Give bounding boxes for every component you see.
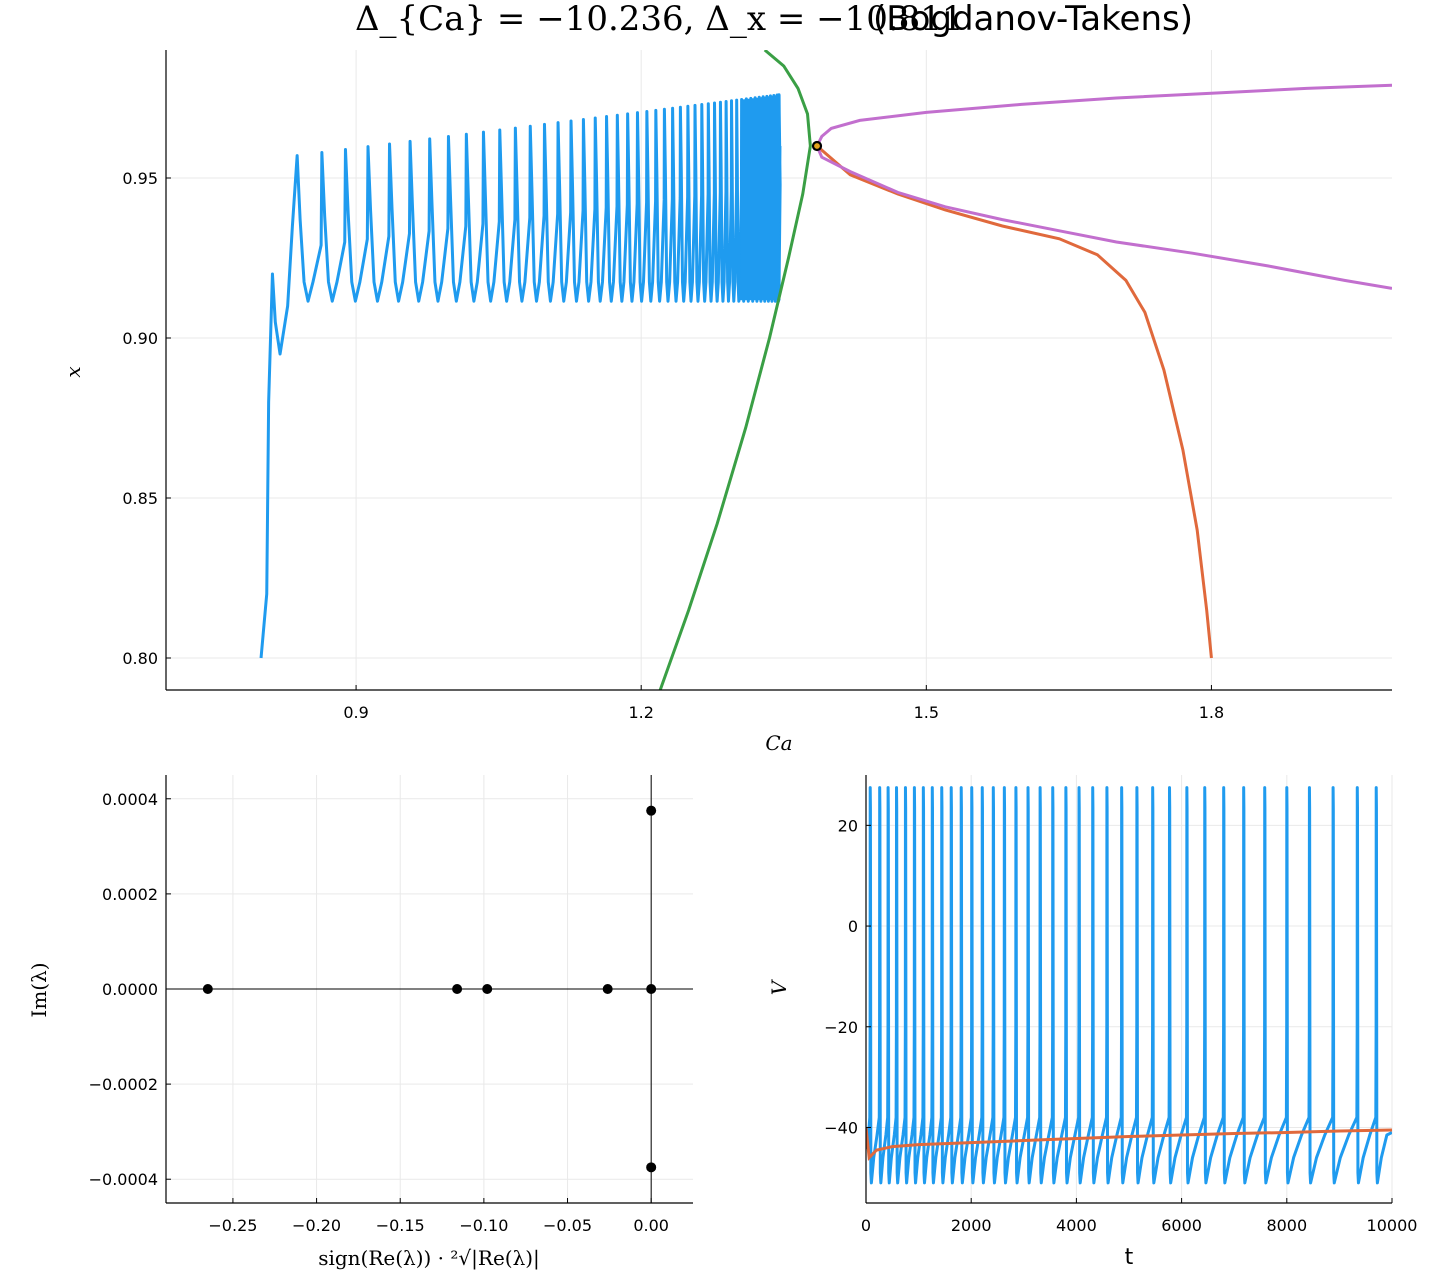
phase-plane-ytick-label: 0.90 [122, 329, 158, 348]
phase-plane-ytick-label: 0.95 [122, 169, 158, 188]
eigenvalue-point [602, 984, 613, 994]
voltage-ytick-label: 0 [848, 917, 858, 936]
eigenvalue-xtick-label: −0.05 [543, 1216, 592, 1235]
purple-lower-branch-line [815, 145, 1392, 290]
voltage-reference-line [866, 1127, 1392, 1162]
eigenvalue-point [646, 984, 657, 994]
eigenvalue-xtick-label: 0.00 [633, 1216, 669, 1235]
voltage-xtick-label: 8000 [1266, 1216, 1307, 1235]
voltage-xlabel: t [1125, 1245, 1134, 1270]
phase-plane-xtick-label: 1.2 [628, 703, 653, 722]
eigenvalue-point [482, 984, 493, 994]
eigenvalue-ytick-label: 0.0002 [102, 885, 158, 904]
eigenvalue-panel: −0.25 −0.20 −0.15 −0.10 −0.05 0.00 0.0004 0.000… [27, 775, 693, 1271]
voltage-panel: 0 2000 4000 6000 8000 10000 20 0 −20 −40 t V [767, 775, 1417, 1270]
phase-plane-ytick-label: 0.85 [122, 489, 158, 508]
eigenvalue-point [452, 984, 463, 994]
phase-plane-ytick-label: 0.80 [122, 649, 158, 668]
voltage-ytick-label: 20 [838, 816, 858, 835]
trajectory-dense-cycles [739, 94, 781, 301]
phase-plane-panel: 0.9 1.2 1.5 1.8 0.80 0.85 0.90 0.95 Ca x [61, 50, 1392, 755]
title-plain: (Bogdanov-Takens) [873, 0, 1193, 39]
eigenvalue-xtick-label: −0.20 [292, 1216, 341, 1235]
purple-upper-branch-line [815, 83, 1392, 147]
eigenvalue-xtick-label: −0.25 [208, 1216, 257, 1235]
eigenvalue-xlabel: sign(Re(λ)) · ²√|Re(λ)| [318, 1246, 540, 1271]
eigenvalue-xtick-label: −0.10 [459, 1216, 508, 1235]
voltage-xtick-label: 6000 [1161, 1216, 1202, 1235]
phase-plane-xtick-label: 1.5 [914, 703, 939, 722]
title-math: Δ_{Ca} = −10.236, Δ_x = −10.811 [355, 0, 964, 39]
voltage-ytick-label: −40 [824, 1118, 858, 1137]
eigenvalue-ytick-label: −0.0004 [89, 1170, 158, 1189]
eigenvalue-ytick-label: 0.0004 [102, 790, 158, 809]
eigenvalue-ylabel: Im(λ) [27, 962, 51, 1017]
voltage-xtick-label: 0 [861, 1216, 871, 1235]
phase-plane-xlabel: Ca [765, 731, 792, 755]
eigenvalue-point [646, 1162, 657, 1173]
eigenvalue-ytick-label: −0.0002 [89, 1075, 158, 1094]
bogdanov-takens-point [811, 140, 823, 152]
voltage-ylabel: V [767, 978, 791, 995]
phase-plane-ylabel: x [61, 366, 85, 377]
phase-plane-xtick-label: 1.8 [1199, 703, 1224, 722]
figure-title: Δ_{Ca} = −10.236, Δ_x = −10.811 (Bogdano… [355, 0, 1193, 39]
eigenvalue-ytick-label: 0.0000 [102, 980, 158, 999]
phase-plane-xtick-label: 0.9 [343, 703, 368, 722]
orange-branch-line [816, 144, 1213, 659]
green-branch-line [658, 50, 812, 690]
voltage-ytick-label: −20 [824, 1018, 858, 1037]
eigenvalue-xtick-label: −0.15 [376, 1216, 425, 1235]
voltage-xtick-label: 10000 [1367, 1216, 1418, 1235]
voltage-xtick-label: 4000 [1056, 1216, 1097, 1235]
eigenvalue-point [646, 805, 657, 816]
eigenvalue-point [202, 984, 213, 994]
voltage-trace-line [866, 786, 1392, 1185]
voltage-xtick-label: 2000 [951, 1216, 992, 1235]
